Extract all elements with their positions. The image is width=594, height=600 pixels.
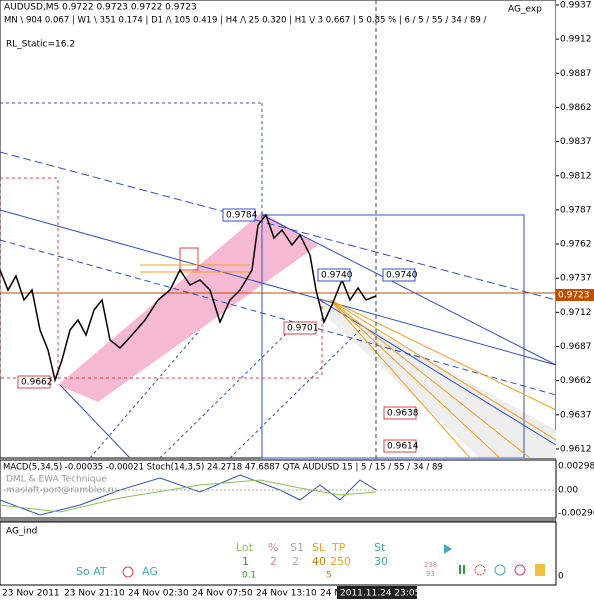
price-label: 0.9837 [560, 137, 592, 147]
trendlines [0, 102, 557, 459]
price-label: 0.9912 [560, 35, 592, 45]
price-label: 0.9937 [560, 1, 592, 11]
panel-axis: 0 [558, 572, 564, 582]
close-icon[interactable] [122, 566, 134, 578]
value: 1 [242, 555, 249, 568]
time-label: 23 Nov 21:10 [64, 589, 125, 599]
settings[interactable] [474, 564, 486, 576]
macd-axis: -0.00296 [558, 509, 594, 519]
level: 0.9701 [287, 324, 319, 334]
panel-grid: Lot % S1 SL TP St 1 2 2 40 250 30 0.1 5 [236, 541, 388, 581]
play[interactable] [444, 544, 452, 554]
sub: 5 [326, 571, 332, 581]
fan [140, 264, 557, 459]
time-label: 24 Nov 07:50 [192, 589, 253, 599]
value: 40 [312, 555, 326, 568]
zone [320, 300, 556, 458]
price-label: 0.9737 [560, 274, 592, 284]
value: 2 [292, 555, 299, 568]
panel-title: AG_ind [6, 527, 37, 537]
macd-axis: 0.00298 [558, 462, 594, 472]
symbol: AUDUSD,M5 0.9722 0.9723 0.9722 0.9723 [4, 3, 197, 13]
ag-panel [0, 521, 557, 586]
button[interactable]: So AT [76, 565, 107, 578]
value: 250 [330, 555, 351, 568]
macd-label: MACD(5,34,5) -0.00035 -0.00021 Stoch(14,… [3, 463, 443, 473]
info: MN \ 904 0.067 | W1 \ 351 0.174 | D1 /\ … [4, 16, 487, 26]
current-price: 0.9723 [558, 291, 590, 301]
static: RL_Static=16.2 [6, 40, 75, 50]
macd-axis: 0.00 [558, 486, 578, 496]
price-label: 0.9762 [560, 240, 592, 250]
header: Lot [236, 541, 254, 554]
header: TP [331, 541, 346, 554]
cursor-time-box [337, 586, 417, 599]
separator [0, 518, 556, 522]
price-label: 0.9612 [560, 444, 592, 454]
level: 0.9638 [387, 409, 419, 419]
level: 0.9614 [387, 442, 419, 452]
watermark: maslaft-port@rambler.ru [6, 486, 117, 496]
expert: AG_exp [508, 5, 542, 15]
level: 0.9662 [21, 378, 53, 388]
levels: 0.9784 0.9740 0.9740 0.9701 0.9662 0.963… [17, 208, 419, 453]
price-label: 0.9712 [560, 308, 592, 318]
snow[interactable] [494, 564, 506, 576]
price-label: 0.9637 [560, 410, 592, 420]
count: 238 [424, 561, 437, 569]
time-label: 23 Nov 2011 [2, 589, 60, 599]
stoch [0, 474, 377, 516]
pause[interactable] [459, 565, 461, 574]
time-label: 24 Nov 02:30 [128, 589, 189, 599]
header: SL [312, 541, 326, 554]
macd-line [0, 479, 377, 513]
sub: 0.1 [242, 571, 256, 581]
time-label: 24 Nov 13:10 [256, 589, 317, 599]
doc[interactable] [535, 564, 545, 576]
current-price-box [556, 289, 594, 301]
price-label: 0.9887 [560, 69, 592, 79]
value: 2 [270, 555, 277, 568]
pause[interactable] [463, 565, 465, 574]
button[interactable]: AG [142, 565, 158, 578]
cursor-time: 2011.11.24 23:05 [340, 589, 420, 599]
price-label: 0.9687 [560, 342, 592, 352]
watermark: DML & EWA Technique [6, 475, 107, 485]
time-label: 24 N [320, 589, 341, 599]
level: 0.9740 [386, 271, 418, 281]
price-label: 0.9787 [560, 205, 592, 215]
value: 30 [374, 555, 388, 568]
level: 0.9784 [226, 211, 258, 221]
header: % [268, 541, 278, 554]
price-curve [0, 213, 377, 383]
header: S1 [290, 541, 304, 554]
price-label: 0.9812 [560, 171, 592, 181]
level: 0.9740 [321, 271, 353, 281]
price-label: 0.9862 [560, 103, 592, 113]
info[interactable] [514, 564, 526, 576]
price-label: 0.9662 [560, 376, 592, 386]
header: St [374, 541, 386, 554]
count: 93 [426, 570, 435, 578]
